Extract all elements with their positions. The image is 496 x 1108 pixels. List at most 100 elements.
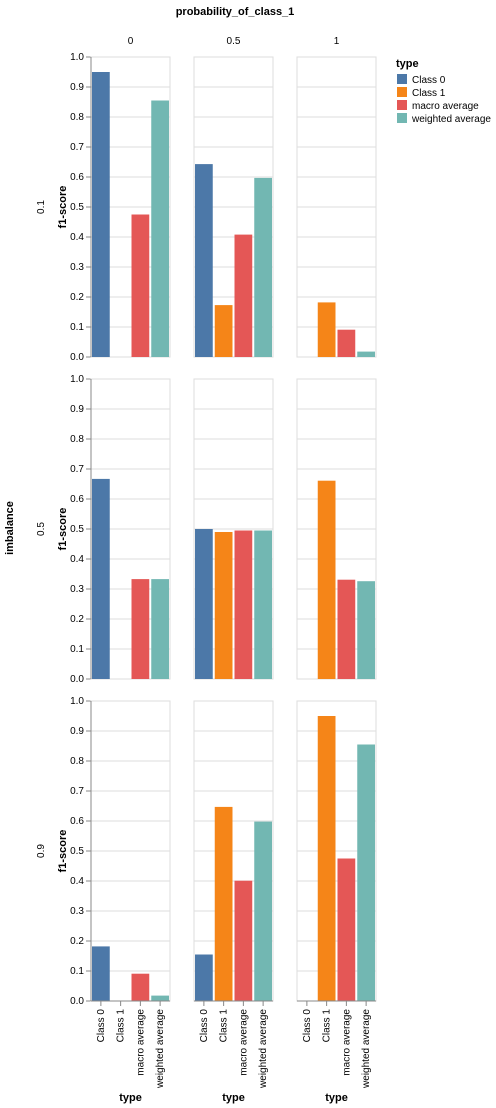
facet-panel: Class 0 Class 1 macro average weighted aver… bbox=[193, 700, 274, 1104]
legend-swatch bbox=[397, 113, 407, 123]
y-tick-label: 0.5 bbox=[70, 524, 84, 535]
y-tick-label: 0.1 bbox=[70, 322, 84, 333]
row-header-2: 0.9 bbox=[36, 844, 47, 858]
legend-title: type bbox=[396, 58, 419, 70]
y-tick-label: 0.4 bbox=[70, 232, 84, 243]
facet-panel bbox=[296, 56, 377, 358]
legend: type Class 0 Class 1 macro average weighted … bbox=[396, 58, 491, 125]
panel-border bbox=[296, 378, 377, 680]
facet-panel bbox=[296, 378, 377, 680]
x-tick-label: Class 1 bbox=[322, 1009, 333, 1043]
x-axis-title: type bbox=[119, 1092, 142, 1104]
bar bbox=[317, 480, 336, 679]
y-tick-label: 0.0 bbox=[70, 674, 84, 685]
y-tick-label: 0.8 bbox=[70, 434, 84, 445]
legend-swatch bbox=[397, 87, 407, 97]
column-header-0: 0 bbox=[128, 36, 134, 47]
y-tick-label: 0.2 bbox=[70, 292, 84, 303]
y-tick-label: 0.3 bbox=[70, 262, 84, 273]
row-header-1: 0.5 bbox=[36, 522, 47, 536]
row-facet-title: imbalance bbox=[4, 501, 16, 555]
facet-panel: 0.0 0.1 0.2 0.3 0.4 0.5 0.6 0.7 0.8 0.9 1.0 bbox=[70, 52, 171, 363]
y-tick-label: 0.3 bbox=[70, 584, 84, 595]
legend-label: Class 1 bbox=[412, 88, 446, 99]
bar bbox=[195, 529, 213, 679]
bar bbox=[214, 532, 233, 679]
facet-panel: 0.0 0.1 0.2 0.3 0.4 0.5 0.6 0.7 0.8 0.9 1.0 Class 0… bbox=[70, 696, 171, 1104]
bar bbox=[151, 100, 169, 357]
y-axis-title-2: f1-score bbox=[57, 830, 69, 873]
y-tick-label: 0.7 bbox=[70, 464, 84, 475]
x-axis-title: type bbox=[222, 1092, 245, 1104]
x-tick-label: Class 1 bbox=[116, 1009, 127, 1043]
y-tick-label: 0.7 bbox=[70, 142, 84, 153]
y-tick-label: 1.0 bbox=[70, 696, 84, 707]
legend-label: Class 0 bbox=[412, 75, 446, 86]
bar bbox=[214, 305, 233, 357]
x-tick-label: Class 0 bbox=[96, 1009, 107, 1043]
bar bbox=[131, 579, 150, 679]
legend-label: weighted average bbox=[411, 114, 491, 125]
x-tick-label: Class 0 bbox=[199, 1009, 210, 1043]
bar bbox=[151, 995, 169, 1001]
legend-swatch bbox=[397, 74, 407, 84]
y-tick-label: 0.9 bbox=[70, 82, 84, 93]
bar bbox=[337, 329, 356, 357]
y-tick-label: 0.2 bbox=[70, 936, 84, 947]
bar bbox=[195, 164, 213, 357]
bar bbox=[92, 478, 110, 679]
bar bbox=[357, 351, 375, 357]
bar bbox=[92, 72, 110, 357]
y-tick-label: 0.8 bbox=[70, 112, 84, 123]
facet-panel bbox=[193, 378, 274, 680]
legend-label: macro average bbox=[412, 101, 479, 112]
x-tick-label: macro average bbox=[135, 1009, 146, 1076]
column-header-1: 0.5 bbox=[227, 36, 241, 47]
y-tick-label: 0.9 bbox=[70, 726, 84, 737]
bar bbox=[234, 880, 253, 1001]
bar bbox=[357, 744, 375, 1001]
bar bbox=[254, 821, 272, 1001]
y-tick-label: 0.9 bbox=[70, 404, 84, 415]
bar bbox=[337, 858, 356, 1001]
bar bbox=[131, 214, 150, 357]
facet-panel: Class 0 Class 1 macro average weighted aver… bbox=[296, 700, 377, 1104]
facet-panel bbox=[193, 56, 274, 358]
facet-panel: 0.0 0.1 0.2 0.3 0.4 0.5 0.6 0.7 0.8 0.9 1.0 bbox=[70, 374, 171, 685]
y-tick-label: 0.4 bbox=[70, 876, 84, 887]
x-axis-title: type bbox=[325, 1092, 348, 1104]
bar bbox=[234, 234, 253, 357]
column-header-2: 1 bbox=[334, 36, 340, 47]
panel-border bbox=[296, 56, 377, 358]
y-tick-label: 1.0 bbox=[70, 52, 84, 63]
panel-border bbox=[193, 56, 274, 358]
y-tick-label: 0.6 bbox=[70, 494, 84, 505]
x-tick-label: macro average bbox=[238, 1009, 249, 1076]
y-tick-label: 0.5 bbox=[70, 202, 84, 213]
y-tick-label: 0.4 bbox=[70, 554, 84, 565]
y-tick-label: 0.1 bbox=[70, 644, 84, 655]
x-tick-label: weighted average bbox=[361, 1009, 372, 1089]
bar bbox=[195, 954, 213, 1001]
bar bbox=[317, 302, 336, 357]
bar bbox=[254, 177, 272, 357]
bar bbox=[317, 716, 336, 1001]
bar bbox=[151, 579, 169, 679]
bar bbox=[234, 530, 253, 679]
y-tick-label: 0.5 bbox=[70, 846, 84, 857]
x-tick-label: Class 0 bbox=[302, 1009, 313, 1043]
y-axis-title-0: f1-score bbox=[57, 186, 69, 229]
row-header-0: 0.1 bbox=[36, 200, 47, 214]
y-tick-label: 0.1 bbox=[70, 966, 84, 977]
bar bbox=[254, 530, 272, 679]
bar bbox=[337, 579, 356, 679]
x-tick-label: weighted average bbox=[258, 1009, 269, 1089]
chart-title: probability_of_class_1 bbox=[176, 6, 295, 18]
x-tick-label: macro average bbox=[341, 1009, 352, 1076]
y-tick-label: 0.8 bbox=[70, 756, 84, 767]
legend-swatch bbox=[397, 100, 407, 110]
bar bbox=[214, 806, 233, 1001]
x-tick-label: weighted average bbox=[155, 1009, 166, 1089]
y-tick-label: 0.6 bbox=[70, 172, 84, 183]
